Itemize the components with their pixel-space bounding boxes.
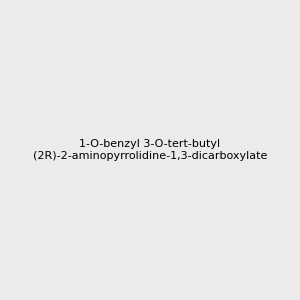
Text: 1-O-benzyl 3-O-tert-butyl (2R)-2-aminopyrrolidine-1,3-dicarboxylate: 1-O-benzyl 3-O-tert-butyl (2R)-2-aminopy… [33, 139, 267, 161]
